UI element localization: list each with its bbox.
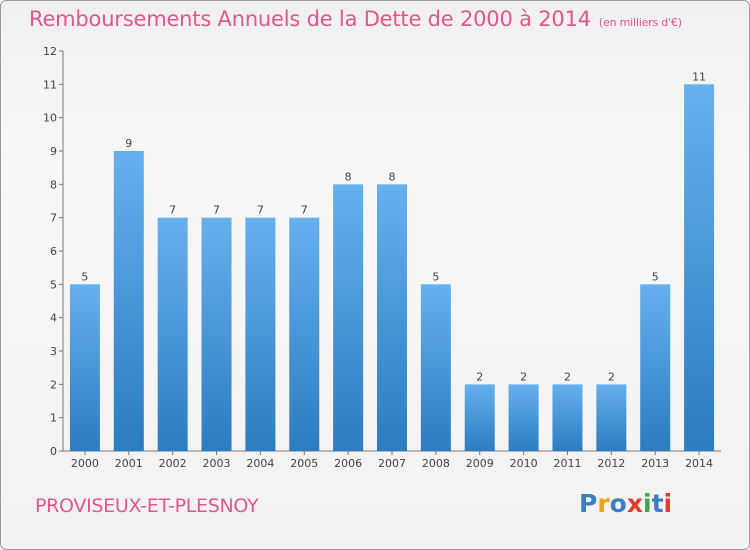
bar-2012: [596, 384, 627, 451]
bar-2014: [684, 84, 715, 451]
bar-2011: [552, 384, 583, 451]
logo-letter: i: [663, 489, 673, 518]
logo-letter: i: [643, 489, 652, 518]
bar-2008: [420, 284, 451, 451]
value-label-2010: 2: [520, 370, 527, 383]
y-tick-label: 0: [50, 445, 57, 458]
x-tick-label-2012: 2012: [597, 457, 625, 470]
bar-2002: [157, 217, 188, 451]
value-label-2001: 9: [125, 137, 132, 150]
logo-letter: P: [579, 489, 598, 518]
x-tick-label-2006: 2006: [334, 457, 362, 470]
bar-2005: [289, 217, 320, 451]
y-tick-label: 6: [50, 245, 57, 258]
value-label-2002: 7: [169, 204, 176, 217]
value-label-2013: 5: [652, 270, 659, 283]
y-tick-label: 10: [43, 112, 57, 125]
chart-title: Remboursements Annuels de la Dette de 20…: [29, 7, 682, 31]
y-tick-label: 7: [50, 212, 57, 225]
y-tick-label: 1: [50, 412, 57, 425]
x-tick-label-2007: 2007: [378, 457, 406, 470]
value-label-2005: 7: [301, 204, 308, 217]
bar-2000: [69, 284, 100, 451]
y-tick-label: 5: [50, 278, 57, 291]
x-tick-label-2001: 2001: [115, 457, 143, 470]
bar-2001: [113, 151, 144, 451]
value-label-2004: 7: [257, 204, 264, 217]
x-tick-label-2003: 2003: [203, 457, 231, 470]
value-label-2009: 2: [476, 370, 483, 383]
value-label-2008: 5: [432, 270, 439, 283]
value-label-2007: 8: [389, 170, 396, 183]
bar-2009: [464, 384, 495, 451]
bar-2010: [508, 384, 539, 451]
logo-letter: t: [651, 489, 664, 518]
x-tick-label-2010: 2010: [510, 457, 538, 470]
value-label-2003: 7: [213, 204, 220, 217]
chart-title-text: Remboursements Annuels de la Dette de 20…: [29, 7, 591, 31]
x-tick-label-2005: 2005: [290, 457, 318, 470]
x-tick-label-2008: 2008: [422, 457, 450, 470]
x-tick-label-2000: 2000: [71, 457, 99, 470]
commune-name: PROVISEUX-ET-PLESNOY: [35, 495, 259, 517]
value-label-2006: 8: [345, 170, 352, 183]
bar-2003: [201, 217, 232, 451]
y-tick-label: 3: [50, 345, 57, 358]
x-tick-label-2002: 2002: [159, 457, 187, 470]
value-label-2000: 5: [81, 270, 88, 283]
bars: 5 9 7 7 7 7 8 8 5 2 2 2 2 5 11: [69, 70, 715, 452]
x-tick-label-2009: 2009: [466, 457, 494, 470]
bar-2007: [377, 184, 407, 452]
logo-letter: r: [597, 489, 610, 518]
x-tick-label-2004: 2004: [246, 457, 274, 470]
value-label-2012: 2: [608, 370, 615, 383]
logo-letter: o: [609, 489, 627, 518]
x-tick-label-2013: 2013: [641, 457, 669, 470]
y-tick-label: 9: [50, 145, 57, 158]
y-tick-label: 8: [50, 178, 57, 191]
bar-2004: [245, 217, 276, 451]
proxiti-logo[interactable]: Proxiti: [579, 489, 672, 518]
y-tick-label: 2: [50, 378, 57, 391]
y-tick-label: 4: [50, 312, 57, 325]
logo-letter: x: [626, 489, 643, 518]
x-tick-label-2011: 2011: [553, 457, 581, 470]
y-tick-label: 12: [43, 45, 57, 58]
x-tick-label-2014: 2014: [685, 457, 713, 470]
chart-subtitle: (en milliers d'€): [598, 16, 682, 29]
value-label-2014: 11: [692, 70, 706, 83]
y-tick-label: 11: [43, 78, 57, 91]
bar-2013: [640, 284, 671, 451]
value-label-2011: 2: [564, 370, 571, 383]
bar-2006: [333, 184, 364, 452]
